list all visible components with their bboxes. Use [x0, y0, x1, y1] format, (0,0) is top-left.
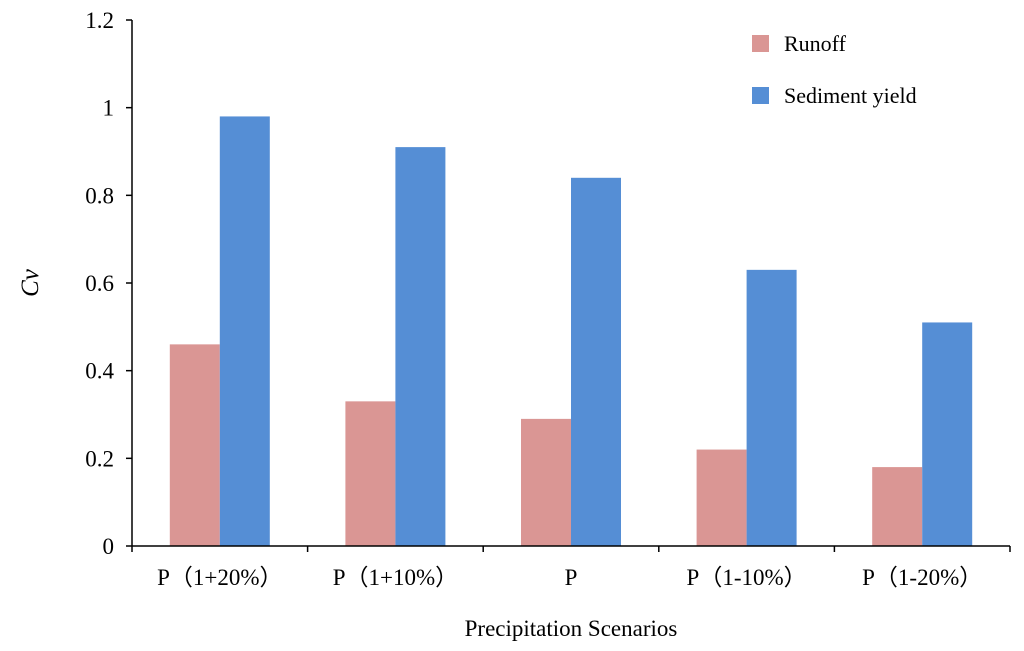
- bar-sediment-yield-3: [571, 177, 621, 547]
- ticks-group: 0 0.2 0.4 0.6 0.8 1 1.2 P（1+20%） P（1+10%） P P（1-10…: [85, 8, 1011, 590]
- x-tick-label: P（1-10%）: [687, 565, 807, 590]
- bar-runoff-3: [521, 418, 571, 546]
- bar-sediment-yield-4: [746, 269, 797, 546]
- bar-runoff-1: [169, 344, 220, 546]
- legend: Runoff Sediment yield: [752, 31, 917, 108]
- y-tick-label: 0.6: [85, 271, 114, 296]
- x-tick-label: P（1+20%）: [157, 565, 282, 590]
- y-tick-label: 0.2: [85, 446, 114, 471]
- y-axis-title: Cv: [17, 268, 44, 297]
- legend-swatch-sediment-yield: [752, 87, 769, 104]
- legend-label-sediment-yield: Sediment yield: [784, 83, 917, 108]
- x-tick-label: P（1-20%）: [862, 565, 982, 590]
- y-tick-label: 1.2: [85, 8, 114, 33]
- y-tick-label: 0.8: [85, 183, 114, 208]
- y-tick-label: 1: [103, 96, 115, 121]
- y-tick-label: 0.4: [85, 359, 114, 384]
- bar-sediment-yield-5: [922, 322, 973, 546]
- x-axis-title: Precipitation Scenarios: [465, 616, 678, 641]
- x-tick-label: P（1+10%）: [333, 565, 458, 590]
- y-tick-label: 0: [103, 534, 115, 559]
- bar-sediment-yield-2: [395, 147, 446, 546]
- bar-runoff-2: [345, 401, 396, 546]
- legend-swatch-runoff: [752, 35, 769, 52]
- bar-sediment-yield-1: [219, 116, 270, 546]
- legend-label-runoff: Runoff: [784, 31, 847, 56]
- bar-runoff-5: [872, 467, 923, 546]
- x-tick-label: P: [565, 565, 578, 590]
- bar-runoff-4: [696, 449, 747, 546]
- bars-group: [169, 116, 973, 547]
